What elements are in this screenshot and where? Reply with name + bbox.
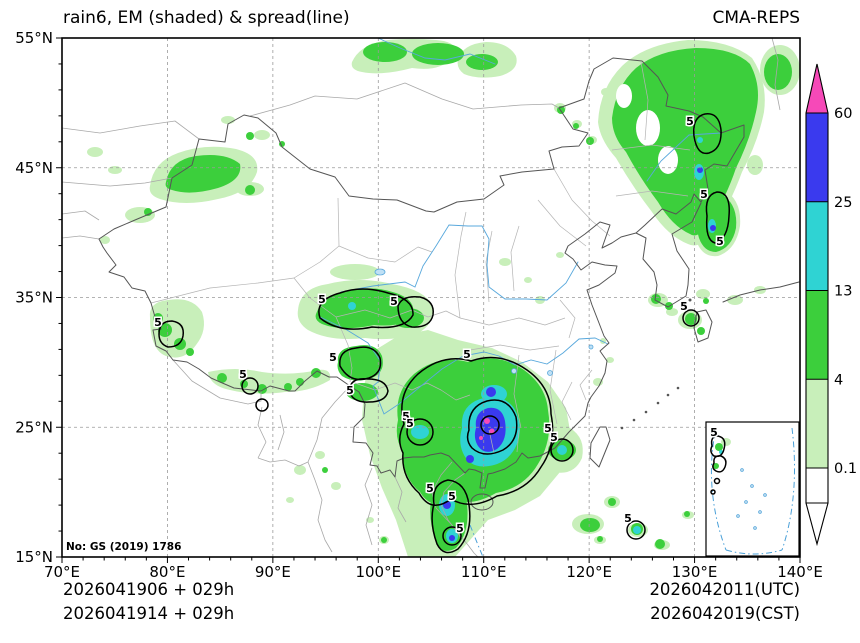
svg-text:80°E: 80°E xyxy=(149,563,185,581)
svg-text:45°N: 45°N xyxy=(15,159,53,177)
axis-ticks xyxy=(56,37,801,563)
rivers xyxy=(319,38,722,415)
svg-text:5: 5 xyxy=(426,482,434,495)
svg-text:70°E: 70°E xyxy=(44,563,80,581)
svg-text:5: 5 xyxy=(329,351,337,364)
license-note: No: GS (2019) 1786 xyxy=(66,541,181,553)
svg-text:5: 5 xyxy=(463,348,471,361)
lat-lon-grid xyxy=(62,38,800,557)
country-borders xyxy=(98,57,800,557)
svg-text:5: 5 xyxy=(448,490,456,503)
svg-text:5: 5 xyxy=(710,426,718,439)
model-name: CMA-REPS xyxy=(712,8,800,28)
svg-text:100°E: 100°E xyxy=(355,563,401,581)
svg-text:130°E: 130°E xyxy=(672,563,718,581)
spread-contour-labels: 5 5 5 5 5 5 5 5 5 5 5 5 5 5 5 5 5 5 5 xyxy=(153,114,726,537)
svg-text:5: 5 xyxy=(624,512,632,525)
svg-text:110°E: 110°E xyxy=(461,563,507,581)
spread-contours xyxy=(158,113,730,554)
svg-text:5: 5 xyxy=(346,384,354,397)
svg-text:90°E: 90°E xyxy=(255,563,291,581)
svg-text:25: 25 xyxy=(834,195,852,211)
svg-text:5: 5 xyxy=(318,293,326,306)
valid-time-utc: 2026042011(UTC) xyxy=(649,580,800,599)
init-time-cst: 2026041914 + 029h xyxy=(63,604,235,623)
svg-text:5: 5 xyxy=(680,300,688,313)
svg-text:5: 5 xyxy=(550,431,558,444)
init-time-utc: 2026041906 + 029h xyxy=(63,580,235,599)
svg-text:5: 5 xyxy=(390,295,398,308)
svg-text:55°N: 55°N xyxy=(15,29,53,47)
valid-time-cst: 2026042019(CST) xyxy=(650,604,800,623)
page-title: rain6, EM (shaded) & spread(line) xyxy=(63,8,350,28)
axis-tick-labels: 70°E 80°E 90°E 100°E 110°E 120°E 130°E 140°E 15°… xyxy=(15,29,823,581)
svg-text:140°E: 140°E xyxy=(777,563,823,581)
svg-text:5: 5 xyxy=(456,522,464,535)
colorbar: 0.1 4 13 25 60 xyxy=(805,63,857,547)
svg-text:5: 5 xyxy=(239,368,247,381)
svg-text:5: 5 xyxy=(154,316,162,329)
svg-text:5: 5 xyxy=(700,188,708,201)
svg-text:5: 5 xyxy=(406,417,414,430)
svg-text:5: 5 xyxy=(402,410,410,423)
svg-text:60: 60 xyxy=(834,106,852,122)
precip-shading-white-gaps xyxy=(616,84,678,174)
svg-text:5: 5 xyxy=(716,235,724,248)
svg-text:5: 5 xyxy=(544,422,552,435)
svg-text:0.1: 0.1 xyxy=(834,461,857,477)
inset-south-china-sea: 5 xyxy=(705,421,800,557)
svg-text:15°N: 15°N xyxy=(15,548,53,566)
svg-text:120°E: 120°E xyxy=(566,563,612,581)
precip-shading-magenta xyxy=(479,418,495,440)
svg-text:5: 5 xyxy=(686,115,694,128)
svg-text:35°N: 35°N xyxy=(15,289,53,307)
plot-frame xyxy=(61,37,801,558)
svg-text:13: 13 xyxy=(834,284,852,300)
svg-text:25°N: 25°N xyxy=(15,418,53,436)
svg-text:4: 4 xyxy=(834,372,843,388)
